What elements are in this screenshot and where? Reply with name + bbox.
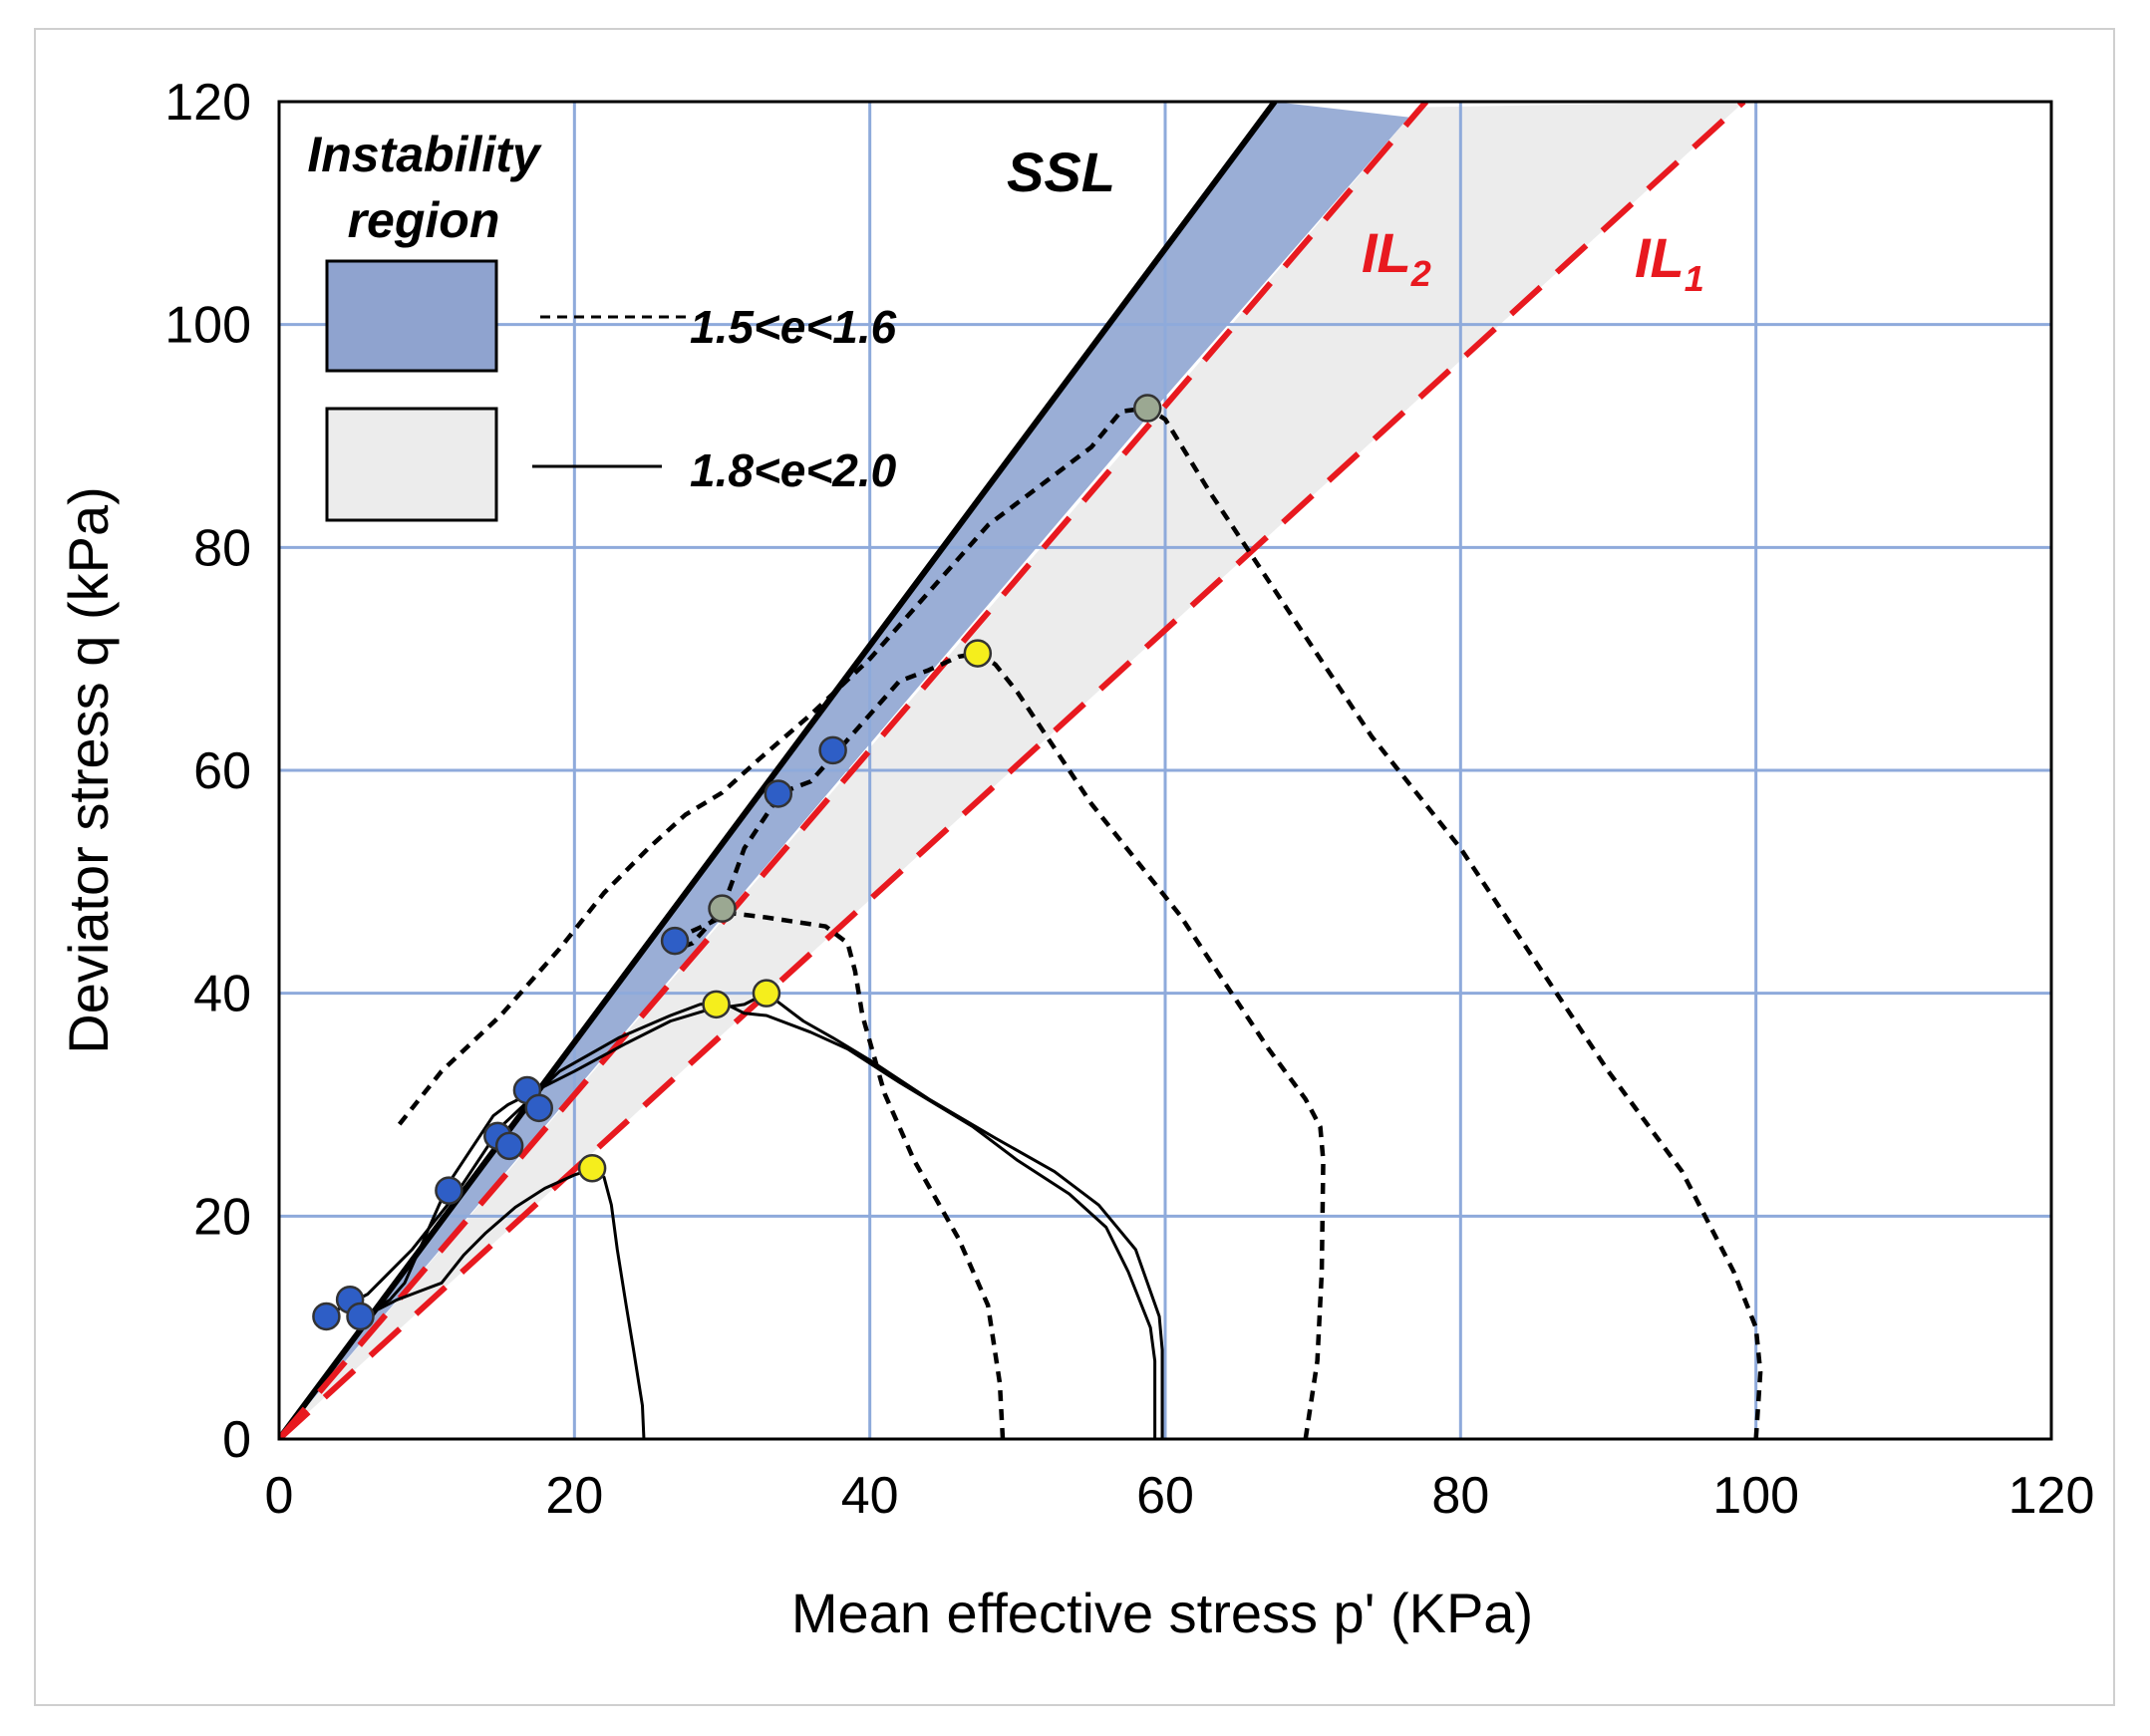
reference-line-il2 (279, 102, 1429, 1439)
grid-layer (279, 102, 2051, 1439)
stress-path-4 (330, 1001, 1157, 1439)
stress-path-1 (395, 406, 1763, 1439)
legend-swatch-loose (325, 407, 498, 522)
y-axis-title: Deviator stress q (kPa) (57, 486, 120, 1054)
marker-1-3 (963, 639, 993, 668)
x-axis-title: Mean effective stress p' (KPa) (791, 1582, 1533, 1644)
il1-label: IL1 (1635, 226, 1704, 299)
marker-2-0 (708, 894, 737, 923)
y-tick-label-120: 120 (164, 74, 251, 132)
legend-label-loose: 1.8<e<2.0 (690, 444, 897, 496)
legend: Instability region 1.5<e<1.6 1.8<e<2.0 (307, 127, 897, 522)
y-tick-label-100: 100 (164, 297, 251, 355)
x-tick-label-40: 40 (841, 1467, 899, 1525)
il2-label-subscript: 2 (1410, 253, 1431, 294)
reference-line-il1 (279, 102, 1746, 1439)
il2-label-main: IL (1362, 221, 1411, 284)
marker-0-0 (312, 1302, 341, 1331)
marker-0-7 (524, 1093, 554, 1123)
legend-swatch-dense (325, 259, 498, 373)
marker-1-1 (702, 990, 731, 1019)
marker-0-3 (435, 1176, 463, 1205)
x-tick-label-120: 120 (2008, 1467, 2095, 1525)
stress-path-3 (677, 910, 1006, 1439)
reference-lines-layer (279, 102, 1746, 1439)
y-tick-label-40: 40 (193, 966, 251, 1023)
ticks-layer: 0 20 40 60 80 100 120 0 20 40 60 80 100 120 (164, 74, 2094, 1525)
il2-label: IL2 (1362, 221, 1431, 294)
y-tick-label-20: 20 (193, 1188, 251, 1246)
il1-label-main: IL (1635, 226, 1685, 289)
x-tick-label-60: 60 (1136, 1467, 1194, 1525)
x-tick-label-100: 100 (1712, 1467, 1799, 1525)
marker-1-2 (752, 979, 781, 1008)
legend-title-line-1: Instability (307, 127, 542, 182)
legend-label-dense: 1.5<e<1.6 (690, 301, 897, 353)
markers-layer (312, 394, 1162, 1331)
marker-1-0 (577, 1153, 607, 1183)
x-tick-label-0: 0 (265, 1467, 294, 1525)
stress-path-6 (359, 1167, 646, 1439)
marker-0-9 (764, 779, 793, 808)
ssl-label: SSL (1007, 141, 1115, 203)
marker-0-5 (494, 1131, 524, 1161)
plot-border (277, 100, 2053, 1441)
marker-2-1 (1132, 394, 1162, 423)
marker-0-8 (660, 926, 690, 956)
marker-0-10 (818, 735, 847, 765)
reference-line-ssl (279, 102, 1278, 1439)
y-tick-label-0: 0 (222, 1411, 251, 1469)
marker-0-2 (346, 1302, 375, 1331)
legend-title-line-2: region (348, 192, 500, 248)
il1-label-subscript: 1 (1685, 258, 1704, 299)
x-tick-label-80: 80 (1431, 1467, 1489, 1525)
x-tick-label-20: 20 (545, 1467, 603, 1525)
y-tick-label-80: 80 (193, 519, 251, 577)
y-tick-label-60: 60 (193, 742, 251, 800)
